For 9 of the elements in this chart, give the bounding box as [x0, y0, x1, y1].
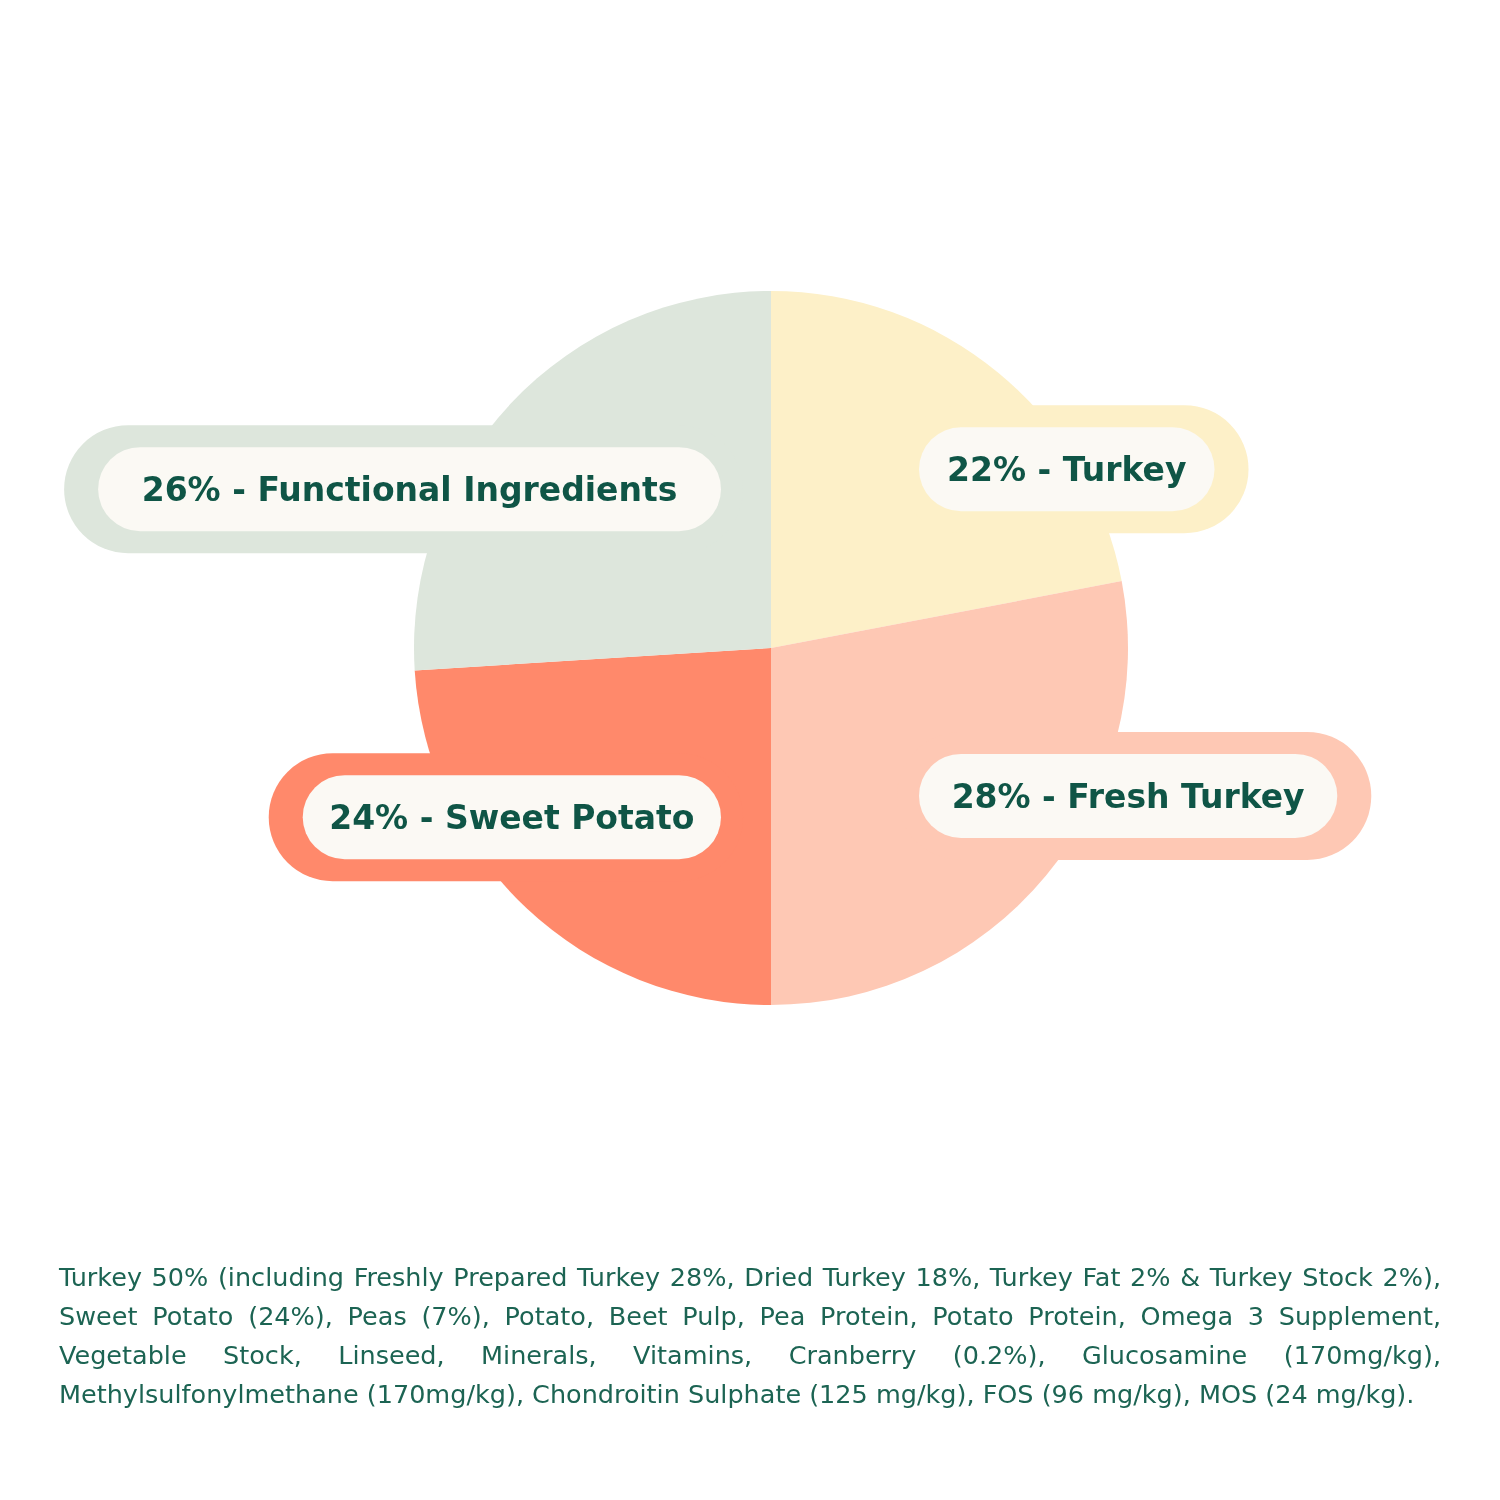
text: Turkey 50% (including Freshly Prepared Turkey 28%, Dried Turkey 18%, Turkey Fat 2% & Turkey Stock 2%), Sweet Potato (24%), Peas (7%), Potato, Beet Pulp, Pea Protein, Potato Protein, Omega 3 Supplement, Vegetable Stock, Linseed, Minerals, Vitamins, Cranberry (0.2%), Glucosamine (170mg/kg), Methylsulfonylmethane (170mg/kg), Chondroitin Sulphate (125 mg/kg), FOS (96 mg/kg), MOS (24 mg/kg).: [59, 1261, 1441, 1411]
slice-label: Turkey: [1062, 449, 1187, 489]
data-label: 28% -: [951, 776, 1056, 816]
slice-label: Fresh Turkey: [1067, 776, 1305, 816]
slice-label: Sweet Potato: [444, 797, 695, 837]
data-label: 24% -: [329, 797, 434, 837]
data-label: 22% -: [947, 449, 1052, 489]
slice-label: Functional Ingredients: [257, 469, 678, 509]
data-label: 26% -: [141, 469, 246, 509]
